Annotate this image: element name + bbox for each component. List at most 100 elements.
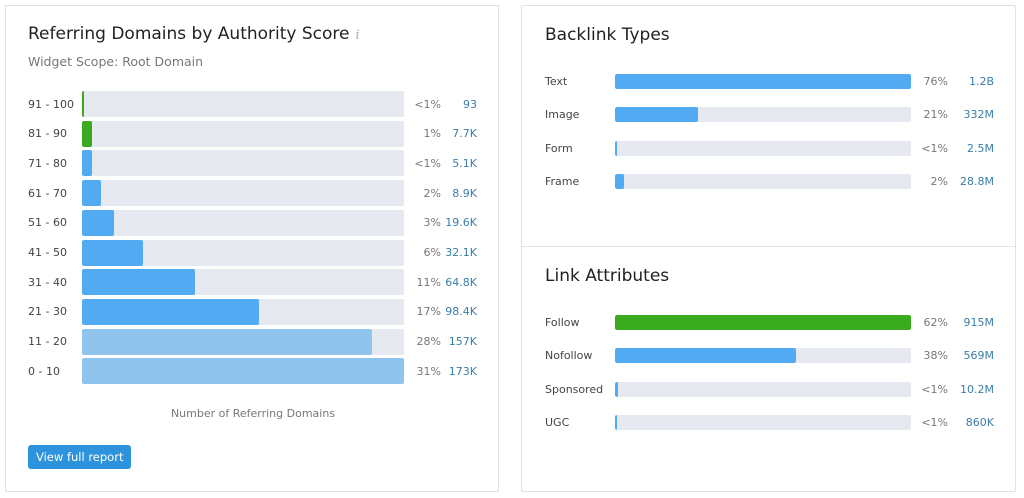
bar-row: 11 - 20 28% 157K xyxy=(6,328,498,355)
row-percent: 6% xyxy=(423,246,441,259)
bar-track[interactable] xyxy=(615,107,911,123)
bar-row: Image 21% 332M xyxy=(522,107,1015,133)
row-label: 71 - 80 xyxy=(28,156,67,170)
bar-row: Nofollow 38% 569M xyxy=(522,348,1015,374)
row-value[interactable]: 157K xyxy=(448,335,477,349)
row-value[interactable]: 8.9K xyxy=(452,186,477,200)
row-percent: <1% xyxy=(921,382,948,396)
row-label: 21 - 30 xyxy=(28,305,67,319)
row-label: Frame xyxy=(545,174,580,188)
row-label: Text xyxy=(545,75,568,88)
row-label: Follow xyxy=(545,316,580,329)
backlink-types-title: Backlink Types xyxy=(545,25,670,45)
row-value[interactable]: 332M xyxy=(963,108,995,122)
bar-row: 51 - 60 3% 19.6K xyxy=(6,209,498,236)
row-value[interactable]: 5.1K xyxy=(452,156,477,170)
axis-label: Number of Referring Domains xyxy=(170,407,336,420)
row-value[interactable]: 7.7K xyxy=(452,127,477,141)
bar-fill xyxy=(82,180,102,207)
row-percent: 76% xyxy=(923,75,948,88)
row-label: 11 - 20 xyxy=(28,335,67,349)
bar-row: Follow 62% 915M xyxy=(522,315,1015,341)
bar-track[interactable] xyxy=(615,315,911,330)
row-value[interactable]: 93 xyxy=(463,97,477,111)
bar-fill xyxy=(82,150,92,177)
row-value[interactable]: 64.8K xyxy=(445,275,477,289)
row-value[interactable]: 98.4K xyxy=(445,305,477,319)
title-text: Referring Domains by Authority Score xyxy=(28,24,350,44)
bar-track[interactable] xyxy=(82,358,404,385)
bar-track[interactable] xyxy=(615,140,911,156)
row-percent: <1% xyxy=(921,141,948,155)
bar-row: Frame 2% 28.8M xyxy=(522,173,1015,200)
bar-track[interactable] xyxy=(615,348,911,364)
divider xyxy=(522,246,1015,247)
bar-fill xyxy=(82,91,84,117)
row-value[interactable]: 19.6K xyxy=(445,216,477,230)
row-value[interactable]: 28.8M xyxy=(960,174,994,188)
bar-row: Form <1% 2.5M xyxy=(522,140,1015,167)
widget-scope: Widget Scope: Root Domain xyxy=(28,54,204,69)
bar-track[interactable] xyxy=(82,209,404,236)
row-percent: 31% xyxy=(416,364,441,378)
bar-fill xyxy=(82,358,404,385)
bar-row: Sponsored <1% 10.2M xyxy=(522,381,1015,408)
row-value[interactable]: 1.2B xyxy=(968,75,994,88)
row-value[interactable]: 32.1K xyxy=(445,246,477,259)
bar-fill xyxy=(615,74,911,89)
bar-fill xyxy=(82,298,260,325)
bar-track[interactable] xyxy=(82,120,404,147)
row-percent: <1% xyxy=(414,97,441,111)
widget-title: Referring Domains by Authority Score i xyxy=(28,24,360,44)
bar-track[interactable] xyxy=(615,381,911,397)
row-label: 31 - 40 xyxy=(28,275,67,289)
bar-track[interactable] xyxy=(82,91,404,117)
bar-row: 71 - 80 <1% 5.1K xyxy=(6,150,498,177)
bar-fill xyxy=(615,173,624,189)
bar-row: 31 - 40 11% 64.8K xyxy=(6,269,498,296)
row-value[interactable]: 173K xyxy=(448,364,477,378)
row-value[interactable]: 10.2M xyxy=(960,382,994,396)
bar-track[interactable] xyxy=(82,298,404,325)
row-percent: 2% xyxy=(423,186,441,200)
row-label: Image xyxy=(545,108,580,122)
row-percent: 3% xyxy=(423,216,441,230)
bar-fill xyxy=(615,107,698,123)
row-label: Form xyxy=(545,141,573,155)
bar-row: 0 - 10 31% 173K xyxy=(6,358,498,385)
bar-track[interactable] xyxy=(82,269,404,296)
row-percent: 11% xyxy=(416,275,441,289)
bar-track[interactable] xyxy=(82,150,404,177)
referring-domains-widget: Referring Domains by Authority Score i Wi… xyxy=(5,5,499,492)
row-value[interactable]: 2.5M xyxy=(967,141,994,155)
row-value[interactable]: 915M xyxy=(963,316,995,329)
bar-track[interactable] xyxy=(615,173,911,189)
bar-fill xyxy=(615,140,617,156)
view-full-report-button[interactable]: View full report xyxy=(28,445,132,469)
row-percent: <1% xyxy=(921,415,948,429)
bar-row: 41 - 50 6% 32.1K xyxy=(6,239,498,266)
bar-track[interactable] xyxy=(615,74,911,89)
bar-row: UGC <1% 860K xyxy=(522,414,1015,441)
row-percent: <1% xyxy=(414,156,441,170)
bar-track[interactable] xyxy=(615,414,911,430)
bar-fill xyxy=(615,348,796,364)
bar-fill xyxy=(615,381,618,397)
link-attributes-title: Link Attributes xyxy=(545,266,670,286)
row-value[interactable]: 569M xyxy=(963,349,995,363)
backlinks-widget: Backlink Types Text 76% 1.2B Image 21% 332M Fo… xyxy=(521,5,1016,492)
bar-track[interactable] xyxy=(82,180,404,207)
row-percent: 28% xyxy=(416,335,441,349)
info-icon[interactable]: i xyxy=(355,28,360,43)
row-label: 91 - 100 xyxy=(28,97,74,111)
row-label: Nofollow xyxy=(545,349,593,363)
row-percent: 38% xyxy=(923,349,948,363)
row-value[interactable]: 860K xyxy=(965,415,994,429)
bar-fill xyxy=(82,239,144,266)
row-label: 0 - 10 xyxy=(28,364,60,378)
bar-row: 61 - 70 2% 8.9K xyxy=(6,180,498,207)
bar-track[interactable] xyxy=(82,328,404,355)
row-label: 61 - 70 xyxy=(28,186,67,200)
row-label: 41 - 50 xyxy=(28,246,67,259)
bar-track[interactable] xyxy=(82,239,404,266)
